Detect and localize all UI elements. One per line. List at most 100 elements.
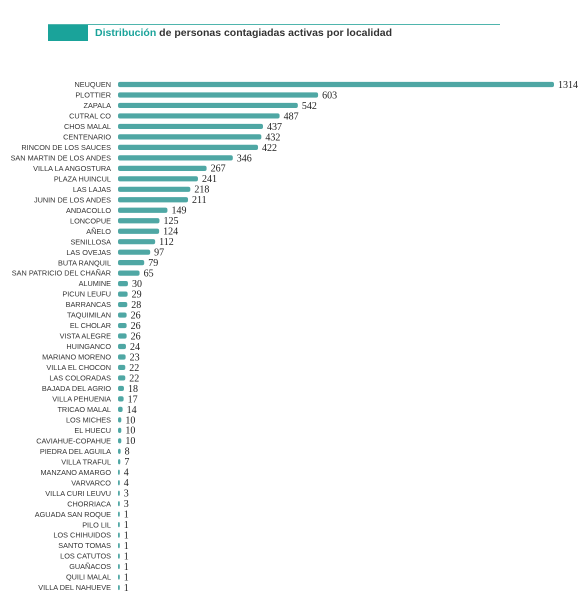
- value-label: 26: [131, 321, 141, 332]
- value-label: 24: [130, 342, 140, 353]
- bar: [118, 218, 160, 224]
- category-label: LONCOPUE: [70, 216, 111, 225]
- bar: [118, 553, 120, 559]
- value-label: 23: [130, 352, 140, 363]
- bar: [118, 417, 122, 423]
- value-label: 437: [267, 122, 282, 133]
- category-label: VILLA CURI LEUVU: [45, 489, 111, 498]
- bar: [118, 186, 191, 192]
- value-label: 124: [163, 227, 178, 238]
- value-label: 22: [129, 373, 139, 384]
- category-label: RINCON DE LOS SAUCES: [21, 143, 111, 152]
- category-label: BUTA RANQUIL: [58, 258, 111, 267]
- category-label: LOS CATUTOS: [60, 552, 111, 561]
- bar: [118, 511, 120, 517]
- bar: [118, 543, 120, 549]
- bar: [118, 301, 128, 308]
- value-label: 30: [132, 279, 142, 290]
- value-label: 422: [262, 143, 277, 154]
- bar: [118, 396, 124, 402]
- category-label: VISTA ALEGRE: [60, 332, 112, 341]
- value-label: 65: [144, 269, 154, 280]
- chart-title: Distribución de personas contagiadas act…: [95, 27, 392, 39]
- bar: [118, 333, 127, 339]
- bar: [118, 354, 126, 360]
- bar: [118, 469, 120, 475]
- category-label: VILLA DEL NAHUEVE: [38, 583, 111, 592]
- value-label: 218: [194, 185, 209, 196]
- value-label: 10: [125, 436, 135, 447]
- category-label: VILLA EL CHOCON: [46, 363, 111, 372]
- value-label: 603: [322, 90, 337, 101]
- chart-title-highlight: Distribución: [95, 27, 157, 39]
- value-label: 8: [125, 447, 130, 458]
- bar: [118, 102, 298, 109]
- bar: [118, 427, 122, 433]
- bar: [118, 532, 120, 538]
- value-label: 17: [128, 394, 138, 405]
- category-label: VILLA LA ANGOSTURA: [33, 164, 111, 173]
- value-label: 26: [131, 331, 141, 342]
- bar: [118, 459, 121, 465]
- bar: [118, 134, 262, 140]
- bar: [118, 260, 145, 266]
- bar: [118, 176, 198, 182]
- bar: [118, 81, 554, 88]
- value-label: 22: [129, 363, 139, 374]
- category-label: EL HUECU: [74, 426, 111, 435]
- value-label: 149: [171, 206, 186, 217]
- category-label: CENTENARIO: [63, 133, 111, 142]
- category-label: VILLA PEHUENIA: [52, 395, 111, 404]
- value-label: 241: [202, 174, 217, 185]
- bar: [118, 522, 120, 528]
- bar: [118, 448, 121, 454]
- category-label: TRICAO MALAL: [57, 405, 111, 414]
- bar: [118, 375, 126, 381]
- category-label: PICUN LEUFU: [62, 290, 111, 299]
- bar: [118, 123, 264, 130]
- bar: [118, 501, 120, 507]
- value-label: 3: [124, 489, 129, 500]
- bar: [118, 207, 168, 213]
- value-label: 1: [124, 572, 129, 583]
- bar: [118, 197, 189, 203]
- category-label: NEUQUEN: [75, 80, 112, 89]
- category-label: AÑELO: [86, 227, 111, 236]
- value-label: 1: [124, 510, 129, 521]
- value-label: 487: [284, 111, 299, 122]
- category-label: LOS MICHES: [66, 415, 111, 424]
- value-label: 112: [159, 237, 174, 248]
- bar: [118, 144, 259, 150]
- bar: [118, 228, 160, 234]
- category-label: SANTO TOMAS: [58, 541, 111, 550]
- value-label: 26: [131, 310, 141, 321]
- bar: [118, 364, 126, 371]
- category-label: GUAÑACOS: [69, 562, 111, 571]
- category-label: CAVIAHUE-COPAHUE: [36, 436, 111, 445]
- category-label: BARRANCAS: [66, 300, 112, 309]
- category-label: PIEDRA DEL AGUILA: [40, 447, 111, 456]
- bar: [118, 249, 151, 255]
- value-label: 125: [163, 216, 178, 227]
- bar: [118, 584, 120, 591]
- value-label: 1: [124, 520, 129, 531]
- value-label: 28: [131, 300, 141, 311]
- category-label: QUILI MALAL: [66, 573, 111, 582]
- header-accent-block: [48, 24, 88, 41]
- category-label: VARVARCO: [71, 478, 111, 487]
- value-label: 10: [125, 426, 135, 437]
- category-label: HUINGANCO: [66, 342, 111, 351]
- category-label: LOS CHIHUIDOS: [53, 531, 111, 540]
- value-label: 1: [124, 541, 129, 552]
- category-label: JUNIN DE LOS ANDES: [34, 195, 111, 204]
- value-label: 29: [132, 290, 142, 301]
- category-label: ZAPALA: [84, 101, 112, 110]
- bar: [118, 239, 156, 245]
- bar: [118, 165, 207, 171]
- value-label: 3: [124, 499, 129, 510]
- value-label: 1: [124, 531, 129, 542]
- bar: [118, 113, 280, 119]
- category-label: BAJADA DEL AGRIO: [42, 384, 111, 393]
- bar: [118, 270, 140, 276]
